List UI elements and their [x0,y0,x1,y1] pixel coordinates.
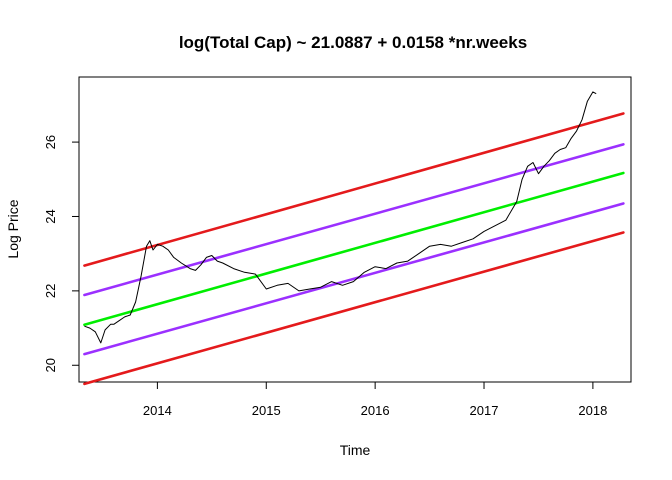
x-tick-label: 2018 [578,403,607,418]
y-tick-label: 24 [43,209,58,223]
band-line-2 [83,171,625,327]
band-line-1 [83,143,625,297]
x-axis: 2014 2015 2016 2017 2018 [143,381,607,418]
y-tick-label: 20 [43,358,58,372]
y-axis: 20 22 24 26 [43,135,80,372]
y-tick-label: 26 [43,135,58,149]
band-line-0 [83,112,625,267]
plot-frame [78,76,632,383]
chart-title: log(Total Cap) ~ 21.0887 + 0.0158 *nr.we… [179,33,527,52]
regression-bands [83,112,625,386]
series-line-0 [84,91,597,344]
band-line-4 [83,231,625,386]
band-line-3 [83,202,625,356]
x-tick-label: 2016 [361,403,390,418]
x-tick-label: 2014 [143,403,172,418]
x-axis-label: Time [340,442,371,458]
x-tick-label: 2015 [252,403,281,418]
y-axis-label: Log Price [5,199,21,258]
price-series [84,91,597,344]
y-tick-label: 22 [43,284,58,298]
x-tick-label: 2017 [470,403,499,418]
